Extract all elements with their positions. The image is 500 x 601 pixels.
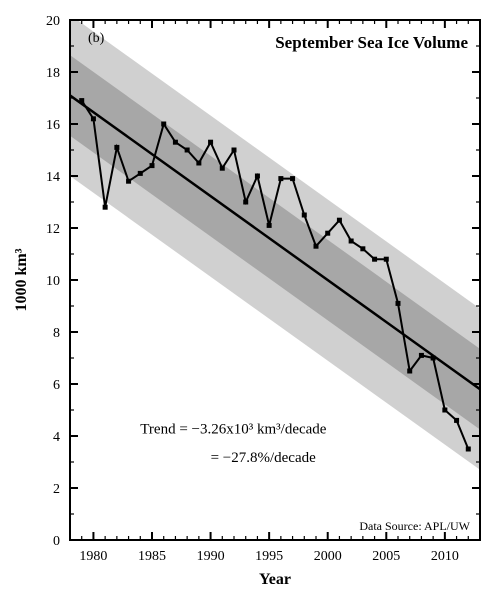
x-tick-label: 2010 <box>431 549 459 564</box>
data-marker <box>419 353 424 358</box>
data-marker <box>337 218 342 223</box>
data-marker <box>442 408 447 413</box>
x-axis-label: Year <box>259 571 291 588</box>
data-marker <box>150 163 155 168</box>
data-marker <box>79 98 84 103</box>
y-tick-label: 10 <box>46 274 60 289</box>
chart-title: September Sea Ice Volume <box>275 33 468 52</box>
data-marker <box>267 223 272 228</box>
data-marker <box>314 244 319 249</box>
data-marker <box>278 176 283 181</box>
x-tick-label: 2000 <box>314 549 342 564</box>
data-marker <box>360 246 365 251</box>
x-tick-label: 2005 <box>372 549 400 564</box>
data-marker <box>161 122 166 127</box>
data-marker <box>454 418 459 423</box>
y-tick-label: 16 <box>46 118 60 133</box>
data-marker <box>220 166 225 171</box>
trend-annotation-1: Trend = −3.26x10³ km³/decade <box>140 421 327 437</box>
data-marker <box>349 239 354 244</box>
data-marker <box>208 140 213 145</box>
data-marker <box>173 140 178 145</box>
data-marker <box>126 179 131 184</box>
data-marker <box>396 301 401 306</box>
data-marker <box>407 369 412 374</box>
y-axis-label: 1000 km³ <box>13 248 30 311</box>
data-marker <box>325 231 330 236</box>
data-marker <box>290 176 295 181</box>
data-marker <box>431 356 436 361</box>
chart-container: 1980 1985 1990 1995 2000 2005 2010 0 2 4 6 8 10 12 14 1… <box>0 0 500 601</box>
data-source-label: Data Source: APL/UW <box>359 519 470 533</box>
y-tick-label: 12 <box>46 222 60 237</box>
data-marker <box>103 205 108 210</box>
y-tick-label: 4 <box>53 430 60 445</box>
y-tick-label: 18 <box>46 66 60 81</box>
panel-label: (b) <box>88 31 105 46</box>
x-tick-label: 1995 <box>255 549 283 564</box>
data-marker <box>372 257 377 262</box>
y-tick-label: 2 <box>53 482 60 497</box>
data-marker <box>255 174 260 179</box>
data-marker <box>114 145 119 150</box>
data-marker <box>232 148 237 153</box>
data-marker <box>302 213 307 218</box>
chart-svg: 1980 1985 1990 1995 2000 2005 2010 0 2 4 6 8 10 12 14 1… <box>0 0 500 601</box>
data-marker <box>196 161 201 166</box>
trend-annotation-2: = −27.8%/decade <box>211 450 317 466</box>
data-marker <box>384 257 389 262</box>
data-marker <box>243 200 248 205</box>
y-tick-label: 6 <box>53 378 60 393</box>
x-tick-label: 1980 <box>79 549 107 564</box>
y-tick-label: 8 <box>53 326 60 341</box>
x-tick-label: 1985 <box>138 549 166 564</box>
y-tick-label: 0 <box>53 534 60 549</box>
data-marker <box>138 171 143 176</box>
y-tick-label: 14 <box>46 170 60 185</box>
data-marker <box>91 116 96 121</box>
x-tick-label: 1990 <box>197 549 225 564</box>
y-tick-label: 20 <box>46 14 60 29</box>
data-marker <box>185 148 190 153</box>
data-marker <box>466 447 471 452</box>
